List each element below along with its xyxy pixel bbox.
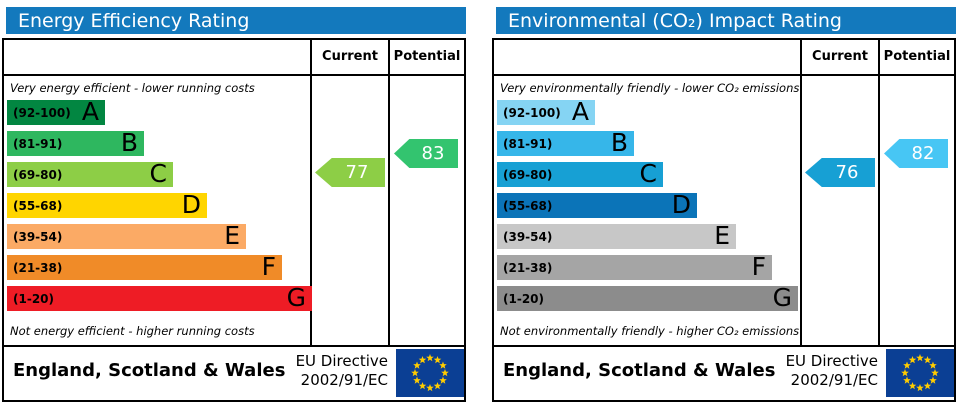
- band-letter: C: [639, 159, 657, 188]
- band-range: (55-68): [503, 199, 553, 213]
- band-f: (21-38) F: [7, 252, 282, 281]
- bottom-note: Not environmentally friendly - higher CO…: [500, 324, 800, 338]
- band-e: (39-54) E: [497, 221, 736, 250]
- eu-directive-line2: 2002/91/EC: [300, 371, 388, 389]
- eu-directive-line1: EU Directive: [295, 352, 388, 370]
- current-rating-value: 77: [345, 162, 369, 183]
- environmental-chart-frame: Current Potential Very environmentally f…: [492, 38, 956, 402]
- footer-region-label: England, Scotland & Wales: [13, 360, 286, 381]
- band-g: (1-20) G: [497, 283, 798, 312]
- band-letter: A: [571, 97, 589, 126]
- energy-panel-title-bar: Energy Efficiency Rating: [6, 7, 466, 34]
- eu-directive-label: EU Directive 2002/91/EC: [296, 352, 388, 390]
- bottom-note: Not energy efficient - higher running co…: [10, 324, 255, 338]
- band-range: (81-91): [13, 137, 63, 151]
- energy-efficiency-panel: Energy Efficiency Rating Current Potenti…: [0, 0, 466, 404]
- band-range: (55-68): [13, 199, 63, 213]
- column-divider: [800, 40, 802, 347]
- footer-region-label: England, Scotland & Wales: [503, 360, 776, 381]
- band-d: (55-68) D: [7, 190, 207, 219]
- header-divider: [494, 74, 954, 76]
- band-range: (92-100): [13, 106, 71, 120]
- band-b: (81-91) B: [497, 128, 634, 157]
- eu-directive-label: EU Directive 2002/91/EC: [786, 352, 878, 390]
- eu-flag-icon: [396, 349, 464, 397]
- band-letter: G: [772, 283, 792, 312]
- potential-rating-arrow: 82: [884, 139, 948, 168]
- current-rating-arrow: 77: [315, 158, 385, 187]
- band-e: (39-54) E: [7, 221, 246, 250]
- column-divider: [388, 40, 390, 347]
- current-column-header: Current: [322, 49, 378, 64]
- band-letter: F: [751, 252, 766, 281]
- band-c: (69-80) C: [497, 159, 663, 188]
- band-c: (69-80) C: [7, 159, 173, 188]
- footer-divider: [4, 345, 464, 347]
- band-letter: A: [81, 97, 99, 126]
- band-g: (1-20) G: [7, 283, 312, 312]
- band-letter: D: [181, 190, 201, 219]
- band-range: (69-80): [13, 168, 63, 182]
- band-range: (69-80): [503, 168, 553, 182]
- band-letter: G: [286, 283, 306, 312]
- band-range: (21-38): [13, 261, 63, 275]
- band-b: (81-91) B: [7, 128, 144, 157]
- energy-panel-title: Energy Efficiency Rating: [18, 9, 250, 32]
- header-divider: [4, 74, 464, 76]
- top-note: Very energy efficient - lower running co…: [10, 81, 255, 95]
- band-range: (81-91): [503, 137, 553, 151]
- band-range: (39-54): [503, 230, 553, 244]
- environmental-impact-panel: Environmental (CO₂) Impact Rating Curren…: [490, 0, 956, 404]
- band-range: (1-20): [13, 292, 54, 306]
- environmental-panel-title-bar: Environmental (CO₂) Impact Rating: [496, 7, 956, 34]
- current-column-header: Current: [812, 49, 868, 64]
- potential-rating-value: 83: [421, 143, 445, 164]
- eu-flag-icon: [886, 349, 954, 397]
- environmental-panel-title: Environmental (CO₂) Impact Rating: [508, 9, 842, 32]
- band-range: (39-54): [13, 230, 63, 244]
- top-note: Very environmentally friendly - lower CO…: [500, 81, 800, 95]
- band-letter: C: [149, 159, 167, 188]
- band-letter: B: [610, 128, 628, 157]
- band-a: (92-100) A: [497, 97, 595, 126]
- band-d: (55-68) D: [497, 190, 697, 219]
- band-range: (92-100): [503, 106, 561, 120]
- potential-column-header: Potential: [393, 49, 461, 64]
- current-rating-value: 76: [835, 162, 859, 183]
- column-divider: [310, 40, 312, 347]
- band-range: (21-38): [503, 261, 553, 275]
- potential-column-header: Potential: [883, 49, 951, 64]
- potential-rating-arrow: 83: [394, 139, 458, 168]
- band-letter: E: [224, 221, 240, 250]
- footer-divider: [494, 345, 954, 347]
- energy-chart-frame: Current Potential Very energy efficient …: [2, 38, 466, 402]
- eu-directive-line1: EU Directive: [785, 352, 878, 370]
- column-divider: [878, 40, 880, 347]
- eu-directive-line2: 2002/91/EC: [790, 371, 878, 389]
- current-rating-arrow: 76: [805, 158, 875, 187]
- band-range: (1-20): [503, 292, 544, 306]
- band-letter: E: [714, 221, 730, 250]
- band-letter: B: [120, 128, 138, 157]
- band-letter: F: [261, 252, 276, 281]
- band-f: (21-38) F: [497, 252, 772, 281]
- potential-rating-value: 82: [911, 143, 935, 164]
- band-a: (92-100) A: [7, 97, 105, 126]
- band-letter: D: [671, 190, 691, 219]
